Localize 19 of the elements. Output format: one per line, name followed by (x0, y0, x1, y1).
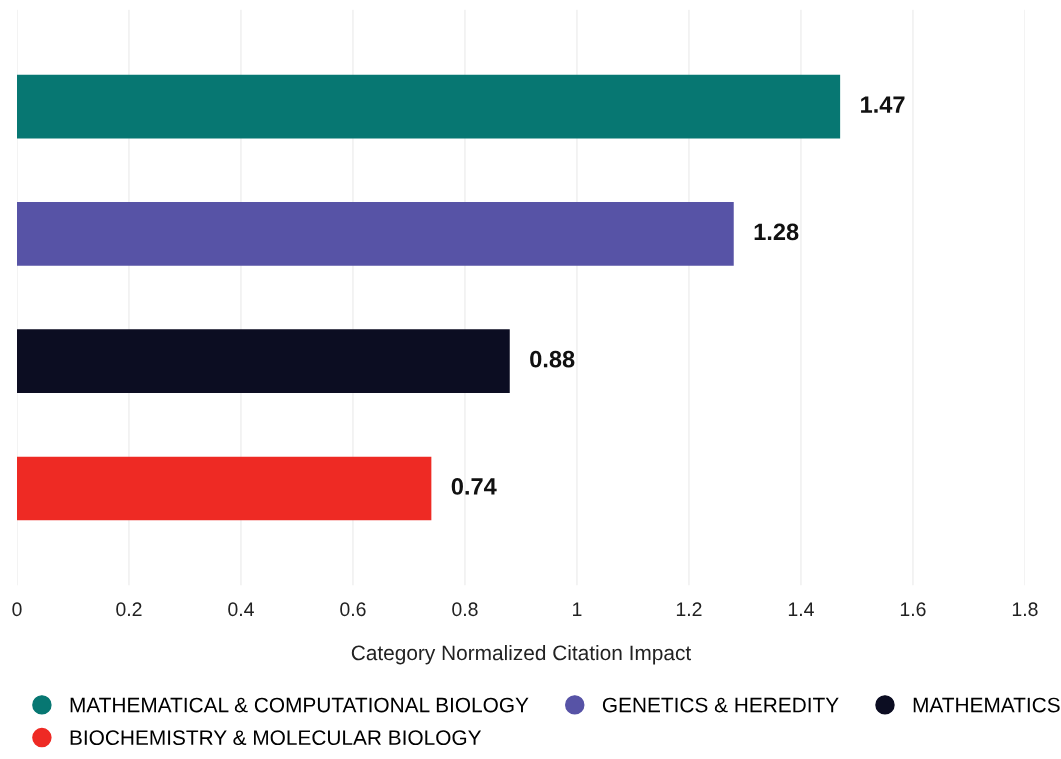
x-tick-label: 0.4 (228, 602, 254, 617)
x-tick-label: 1.8 (1012, 602, 1038, 617)
data-label: 0.74 (451, 478, 497, 495)
legend-label: GENETICS & HEREDITY (602, 697, 839, 713)
data-label: 0.88 (530, 350, 575, 368)
x-tick-label: 1.4 (788, 602, 814, 616)
x-tick-label: 1.6 (900, 602, 926, 617)
x-tick-label: 0.2 (116, 602, 142, 617)
data-label: 1.28 (754, 223, 799, 241)
x-tick-label: 1.2 (676, 602, 702, 616)
x-axis-title: Category Normalized Citation Impact (351, 644, 692, 665)
x-tick-label: 1 (573, 602, 582, 616)
legend-label: MATHEMATICAL & COMPUTATIONAL BIOLOGY (70, 697, 529, 713)
x-tick-label: 0 (12, 602, 22, 617)
x-tick-label: 0.6 (340, 602, 366, 617)
legend-label: BIOCHEMISTRY & MOLECULAR BIOLOGY (70, 730, 482, 746)
x-tick-label: 0.8 (452, 602, 478, 617)
data-label: 1.47 (861, 96, 905, 113)
legend-label: MATHEMATICS (913, 697, 1060, 713)
